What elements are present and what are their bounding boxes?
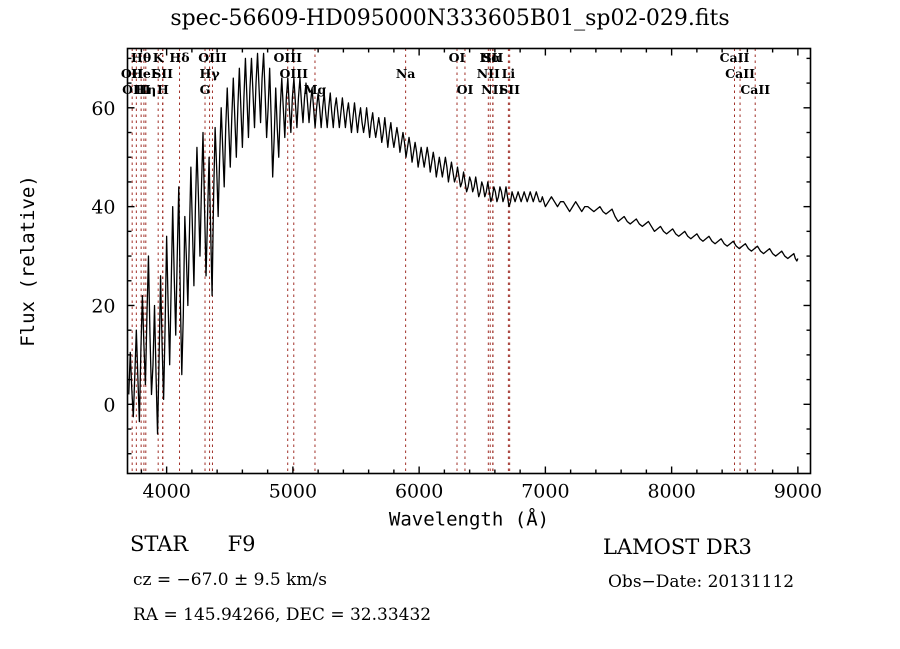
object-class: STAR <box>130 532 189 556</box>
spectrum-trace <box>128 52 799 435</box>
spectral-line-label: Hθ <box>131 50 151 65</box>
y-axis-title: Flux (relative) <box>17 175 39 347</box>
spectral-line-markers <box>131 48 756 474</box>
y-tick-label: 60 <box>91 98 115 120</box>
redshift-velocity: cz = −67.0 ± 9.5 km/s <box>133 570 327 590</box>
spectral-line-label: Hγ <box>200 66 221 81</box>
axis-frame <box>126 47 812 475</box>
x-tick-label: 4000 <box>142 481 190 503</box>
x-tick-label: 7000 <box>521 481 569 503</box>
spectral-line-label: NII <box>477 66 500 81</box>
spectral-line-label: NII <box>481 82 504 97</box>
plot-frame <box>126 47 812 475</box>
spectral-line-label: Hδ <box>169 50 189 65</box>
spectral-line-label: OIII <box>198 50 227 65</box>
spectral-line-label: OIII <box>273 50 302 65</box>
spectral-line-label: K <box>153 50 165 65</box>
spectral-line-label: OI <box>449 50 466 65</box>
tick-labels: 4000 5000 6000 7000 8000 9000 0 20 40 60 Wavelengt… <box>17 98 822 531</box>
spectral-line-label: CaII <box>725 66 755 81</box>
x-tick-label: 5000 <box>269 481 317 503</box>
coordinates: RA = 145.94266, DEC = 32.33432 <box>133 605 432 625</box>
axis-ticks <box>127 48 811 474</box>
x-tick-label: 6000 <box>395 481 443 503</box>
spectral-line-label: SII <box>483 50 504 65</box>
spectral-line-label: Na <box>396 66 416 81</box>
spectral-line-label: H <box>157 82 169 97</box>
spectral-line-label: OIII <box>280 66 309 81</box>
spectral-line-label: OII <box>121 66 144 81</box>
observation-date: Obs−Date: 20131112 <box>608 572 795 592</box>
spectral-line-label: HeI <box>131 66 157 81</box>
spectral-line-label: CaII <box>720 50 750 65</box>
flux-curve <box>128 52 799 435</box>
spectral-line-label: Hα <box>479 50 501 65</box>
spectral-line-label: SII <box>152 66 173 81</box>
spectral-line-label: Mg <box>304 82 327 97</box>
spectral-line-label: Hη <box>135 82 156 97</box>
x-axis-title: Wavelength (Å) <box>389 508 549 531</box>
page-title: spec-56609-HD095000N333605B01_sp02-029.f… <box>170 6 730 31</box>
spectral-line-label: OI <box>457 82 474 97</box>
spectral-line-label: SII <box>499 82 520 97</box>
y-tick-label: 20 <box>91 295 115 317</box>
x-tick-label: 8000 <box>647 481 695 503</box>
spectral-type: F9 <box>227 532 256 556</box>
survey-name: LAMOST DR3 <box>603 535 752 559</box>
y-tick-label: 40 <box>91 197 115 219</box>
y-tick-label: 0 <box>103 394 115 416</box>
spectral-line-label: Li <box>502 66 516 81</box>
x-tick-label: 9000 <box>774 481 822 503</box>
spectral-line-label: G <box>200 82 211 97</box>
object-class-type: STAR F9 <box>130 532 256 556</box>
spectral-line-label: CaII <box>740 82 770 97</box>
spectral-line-label: OIII <box>122 82 151 97</box>
